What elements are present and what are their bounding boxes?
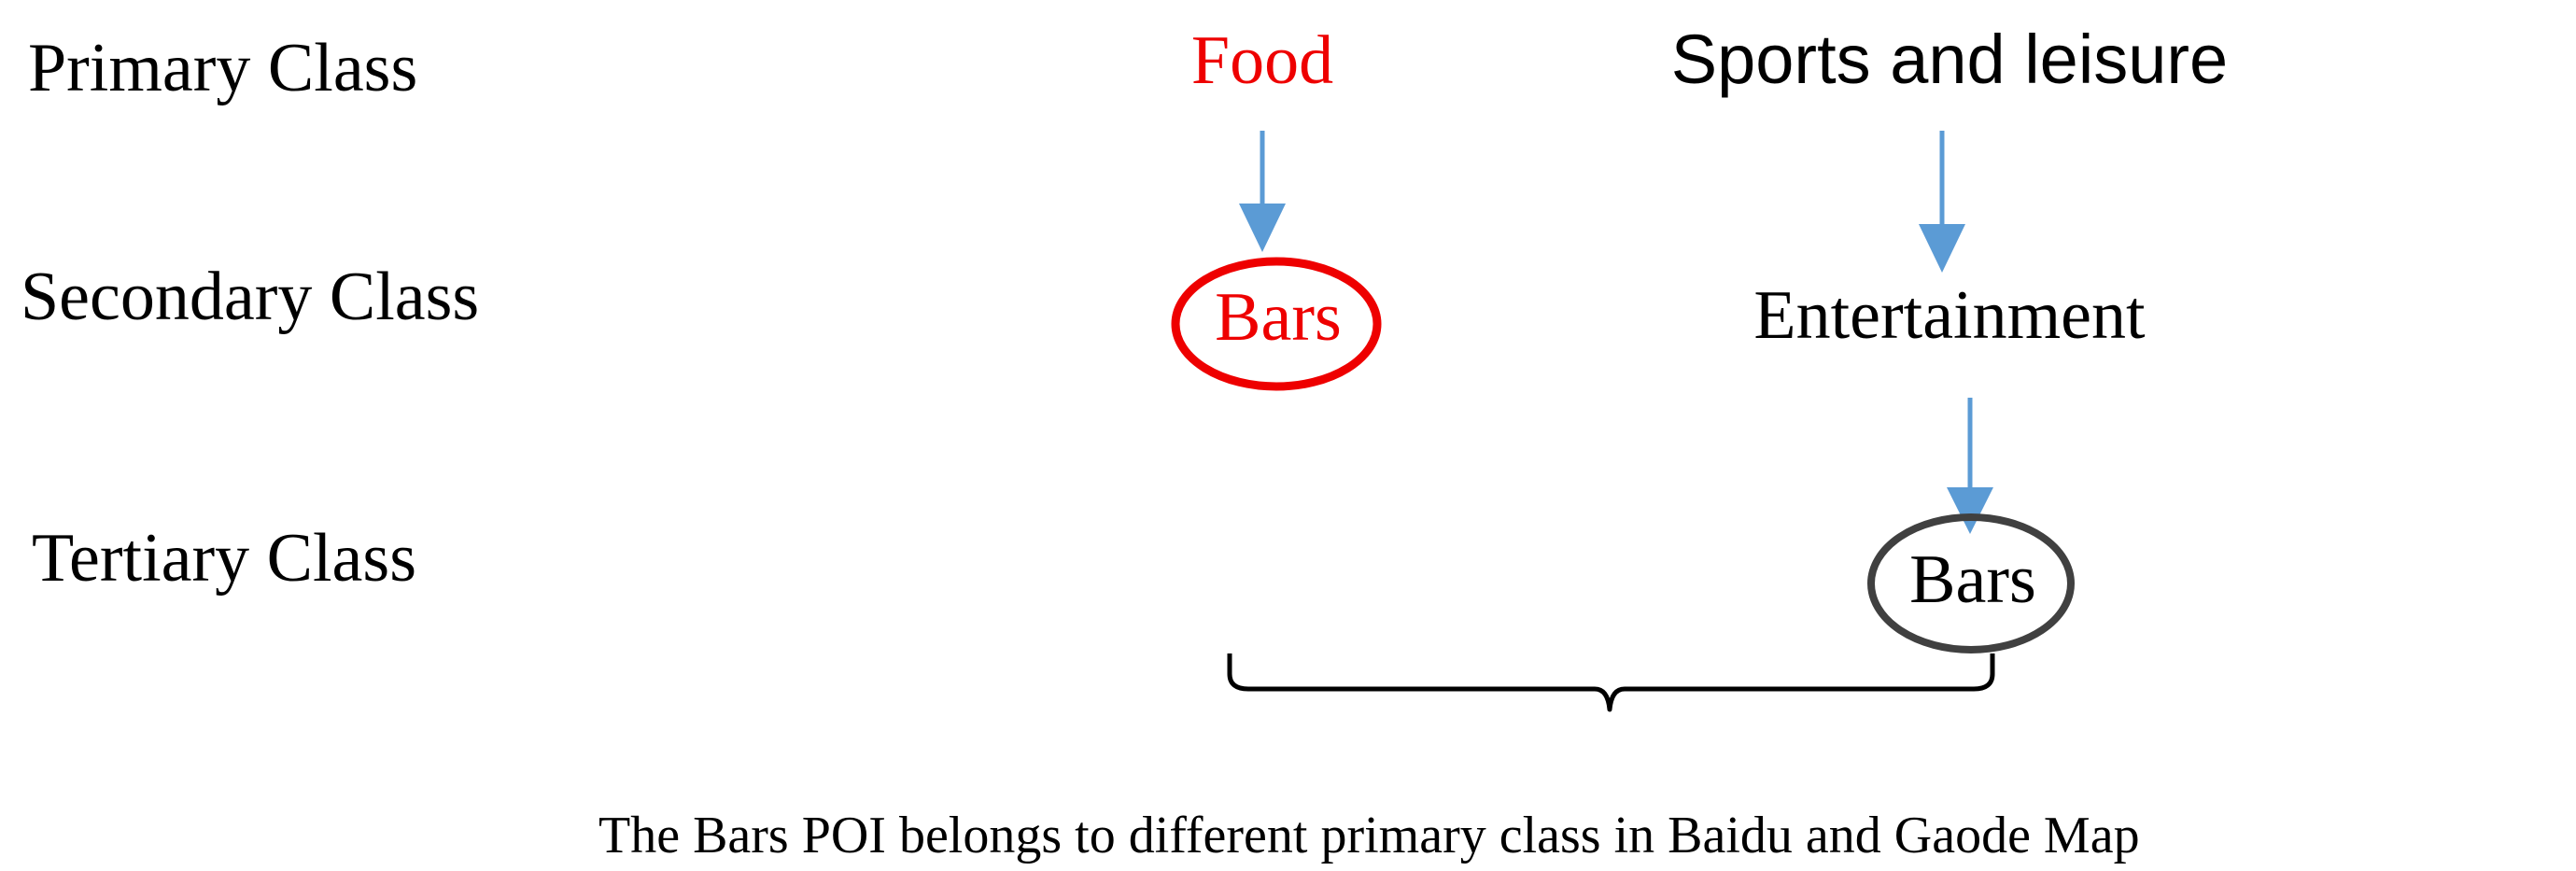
gaode-tertiary-ellipse — [1867, 513, 2075, 653]
secondary-class-label: Secondary Class — [21, 259, 479, 335]
diagram-caption: The Bars POI belongs to different primar… — [598, 807, 2140, 864]
baidu-secondary-bars: Bars — [1215, 279, 1342, 356]
baidu-arrow — [1239, 131, 1286, 252]
gaode-arrow-primary-to-secondary — [1919, 131, 1965, 273]
gaode-tertiary-bars: Bars — [1909, 541, 2036, 618]
curly-brace — [1227, 653, 1995, 712]
gaode-arrow-secondary-to-tertiary — [1947, 398, 1993, 534]
gaode-secondary-entertainment: Entertainment — [1753, 277, 2146, 354]
baidu-secondary-ellipse — [1171, 257, 1382, 391]
primary-class-label: Primary Class — [28, 30, 417, 106]
tertiary-class-label: Tertiary Class — [32, 520, 416, 597]
baidu-primary-food: Food — [1191, 22, 1333, 99]
gaode-primary-sports-and-leisure: Sports and leisure — [1671, 21, 2228, 98]
